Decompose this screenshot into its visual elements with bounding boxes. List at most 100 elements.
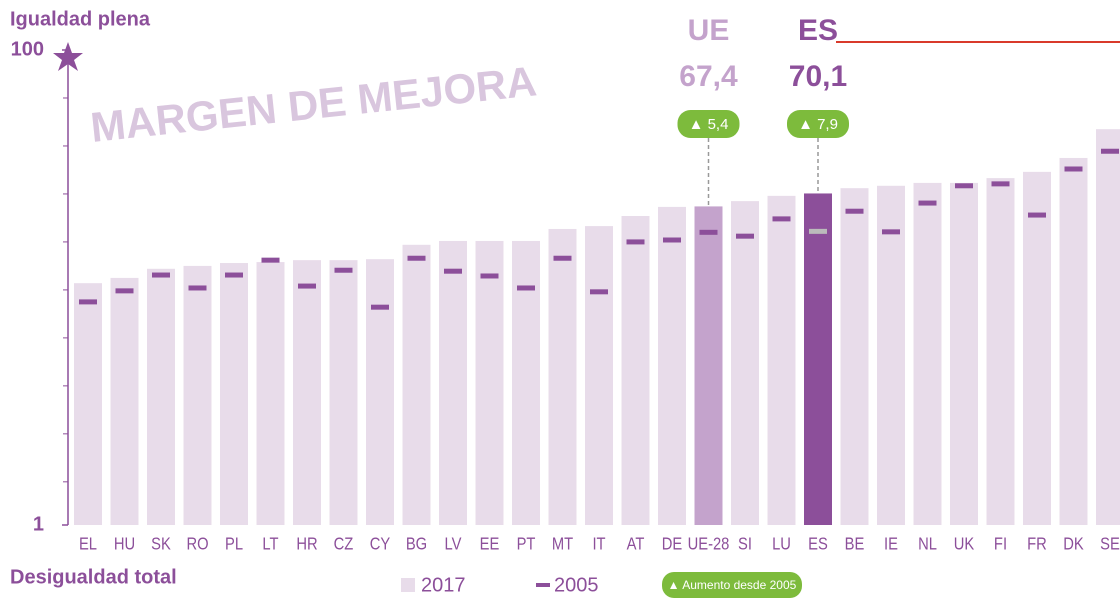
marker-2005 [955, 183, 973, 189]
legend-label: 2017 [421, 574, 466, 596]
x-tick-label: MT [552, 534, 573, 554]
bar [475, 240, 504, 525]
x-tick-label: DK [1063, 534, 1084, 554]
star [53, 42, 83, 71]
bar [731, 201, 759, 526]
annotation-value: 70,1 [789, 60, 847, 93]
bar [585, 226, 613, 525]
bar [950, 182, 978, 525]
bar [183, 265, 212, 525]
y-top-label: Igualdad plena [10, 8, 151, 30]
bar [548, 228, 577, 525]
x-tick-label: RO [186, 534, 208, 554]
bar [913, 182, 942, 525]
bar [621, 216, 650, 525]
x-tick-label: DE [662, 534, 683, 554]
change-pill [677, 110, 740, 138]
marker-2005 [699, 229, 718, 235]
marker-2005 [1028, 212, 1046, 218]
bar [986, 178, 1015, 525]
annotation-value: 67,4 [679, 60, 738, 93]
bar [877, 185, 905, 525]
bar [439, 240, 467, 525]
x-tick-label: FR [1027, 534, 1047, 554]
bar [220, 263, 248, 525]
bar [366, 259, 394, 525]
bar [74, 283, 102, 525]
x-tick-label: SK [151, 534, 171, 554]
x-tick-label: AT [627, 534, 645, 554]
marker-2005 [553, 255, 572, 261]
bar [402, 244, 431, 525]
x-tick-label: UE-28 [688, 534, 730, 554]
legend-swatch [401, 578, 415, 592]
legend-label: 2005 [554, 574, 599, 596]
marker-2005 [736, 233, 754, 239]
x-tick-label: NL [918, 534, 937, 554]
legend-change: ▲ Aumento desde 2005 [668, 578, 797, 592]
marker-2005 [626, 239, 645, 245]
legend-swatch [536, 583, 550, 587]
bar [840, 188, 869, 525]
marker-2005 [918, 200, 937, 206]
marker-2005 [590, 289, 608, 295]
x-tick-label: LV [445, 534, 462, 554]
annotation-name: ES [798, 14, 838, 47]
legend-pill [662, 572, 802, 598]
watermark: MARGEN DE MEJORA [88, 57, 539, 151]
x-tick-label: PT [517, 534, 536, 554]
marker-2005 [845, 208, 864, 214]
x-tick-label: CZ [334, 534, 354, 554]
annotation-change: ▲ 7,9 [798, 116, 838, 133]
marker-2005 [517, 285, 535, 291]
x-tick-label: LT [262, 534, 278, 554]
x-tick-label: ES [808, 534, 828, 554]
bar [1023, 171, 1051, 525]
bar [767, 195, 796, 525]
x-tick-label: PL [225, 534, 243, 554]
bar [147, 268, 175, 525]
y-bottom-label: Desigualdad total [10, 566, 177, 588]
marker-2005 [809, 228, 827, 234]
bar [804, 193, 832, 525]
marker-2005 [371, 304, 389, 310]
bar [658, 206, 686, 526]
x-tick-label: HU [114, 534, 135, 554]
bar [293, 260, 321, 525]
marker-2005 [991, 181, 1010, 187]
bar [512, 240, 540, 525]
marker-2005 [444, 268, 462, 274]
marker-2005 [261, 257, 280, 263]
annotation-name: UE [688, 14, 730, 47]
bar [694, 206, 723, 526]
annotation-change: ▲ 5,4 [689, 116, 729, 133]
marker-2005 [663, 237, 681, 243]
x-tick-label: HR [296, 534, 317, 554]
marker-2005 [407, 255, 426, 261]
marker-2005 [772, 216, 791, 222]
x-tick-label: SE [1100, 534, 1120, 554]
x-tick-label: SI [738, 534, 752, 554]
bar [1059, 157, 1088, 526]
bar [329, 260, 358, 525]
marker-2005 [188, 285, 207, 291]
bar [256, 262, 285, 525]
marker-2005 [152, 272, 170, 278]
marker-2005 [334, 267, 353, 273]
marker-2005 [225, 272, 243, 278]
x-tick-label: UK [954, 534, 975, 554]
marker-2005 [882, 229, 900, 235]
y-tick-label: 1 [33, 513, 44, 535]
bar [1096, 129, 1120, 525]
x-tick-label: IT [592, 534, 605, 554]
x-tick-label: BG [406, 534, 427, 554]
x-tick-label: EE [480, 534, 500, 554]
x-tick-label: CY [370, 534, 391, 554]
x-tick-label: EL [79, 534, 97, 554]
marker-2005 [79, 299, 97, 305]
marker-2005 [298, 283, 316, 289]
marker-2005 [480, 273, 499, 279]
marker-2005 [1064, 166, 1083, 172]
bar [110, 277, 139, 525]
